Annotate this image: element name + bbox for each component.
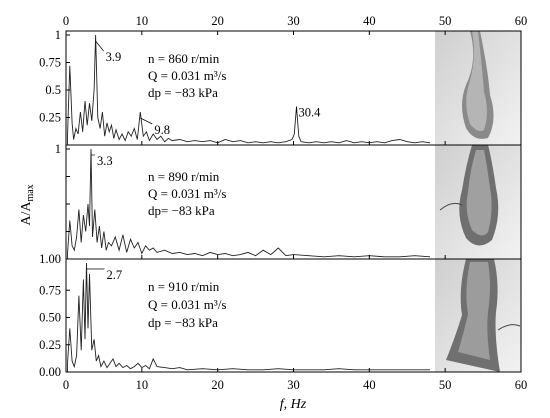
panel-bottom-info-line-1: n = 910 r/min xyxy=(148,279,220,294)
y-tick-label-middle-0: 1 xyxy=(55,142,61,156)
panel-top-info-line-1: n = 860 r/min xyxy=(148,51,220,66)
y-axis-label-subscript: max xyxy=(25,184,36,201)
panel-top-info-line-3: dp = −83 kPa xyxy=(148,85,218,100)
x-top-tick-label-4: 40 xyxy=(363,14,376,28)
x-top-tick-label-0: 0 xyxy=(63,14,69,28)
cavity-photo-top xyxy=(435,31,521,145)
x-top-tick-label-6: 60 xyxy=(515,14,528,28)
panel-middle-info-line-1: n = 890 r/min xyxy=(148,169,220,184)
peak-label-top-1: 9.8 xyxy=(154,123,170,137)
y-axis-label: A/Amax xyxy=(19,184,36,225)
spectrum-line-middle xyxy=(67,148,431,259)
spectrum-line-bottom xyxy=(67,262,430,372)
y-tick-label-top-1: 0.75 xyxy=(39,56,61,70)
peak-leader-top-0 xyxy=(95,40,104,52)
x-top-tick-label-1: 10 xyxy=(136,14,149,28)
peak-label-top-0: 3.9 xyxy=(106,50,122,64)
panel-middle-info-line-2: Q = 0.031 m³/s xyxy=(148,186,226,201)
cavity-photo-bottom xyxy=(435,259,521,372)
y-tick-label-top-3: 0.25 xyxy=(39,111,61,125)
cavity-photo-middle xyxy=(435,145,521,259)
y-tick-label-bottom-2: 0.25 xyxy=(39,338,61,352)
x-bottom-tick-label-0: 0 xyxy=(63,378,69,392)
peak-label-bottom-0: 2.7 xyxy=(106,268,122,282)
x-bottom-tick-label-2: 20 xyxy=(211,378,224,392)
x-bottom-tick-label-4: 40 xyxy=(363,378,376,392)
spectrum-line-top xyxy=(67,34,431,145)
y-tick-label-bottom-0: 0.75 xyxy=(39,283,61,297)
y-tick-label-bottom-1: 0.50 xyxy=(39,311,61,325)
peak-label-top-2: 30.4 xyxy=(299,106,322,120)
peak-label-middle-0: 3.3 xyxy=(97,154,113,168)
peak-leader-top-1 xyxy=(140,117,153,125)
x-bottom-tick-label-3: 30 xyxy=(287,378,300,392)
y-tick-label-top-2: 0.5 xyxy=(45,83,61,97)
x-bottom-tick-label-1: 10 xyxy=(136,378,149,392)
x-bottom-tick-label-6: 60 xyxy=(515,378,528,392)
y-tick-label-top-0: 1 xyxy=(55,28,61,42)
x-axis-label: f, Hz xyxy=(280,397,307,412)
y-tick-label-bottom-3: 0.00 xyxy=(39,365,61,379)
panel-bottom-info-line-2: Q = 0.031 m³/s xyxy=(148,297,226,312)
x-bottom-tick-label-5: 50 xyxy=(439,378,452,392)
panel-top-info-line-2: Q = 0.031 m³/s xyxy=(148,68,226,83)
x-top-tick-label-5: 50 xyxy=(439,14,452,28)
x-top-tick-label-3: 30 xyxy=(287,14,300,28)
x-top-tick-label-2: 20 xyxy=(211,14,224,28)
panel-middle-info-line-3: dp= −83 kPa xyxy=(148,203,215,218)
panel-bottom-info-line-3: dp = −83 kPa xyxy=(148,315,218,330)
y-tick-label-middle-4: 1.00 xyxy=(39,252,61,266)
